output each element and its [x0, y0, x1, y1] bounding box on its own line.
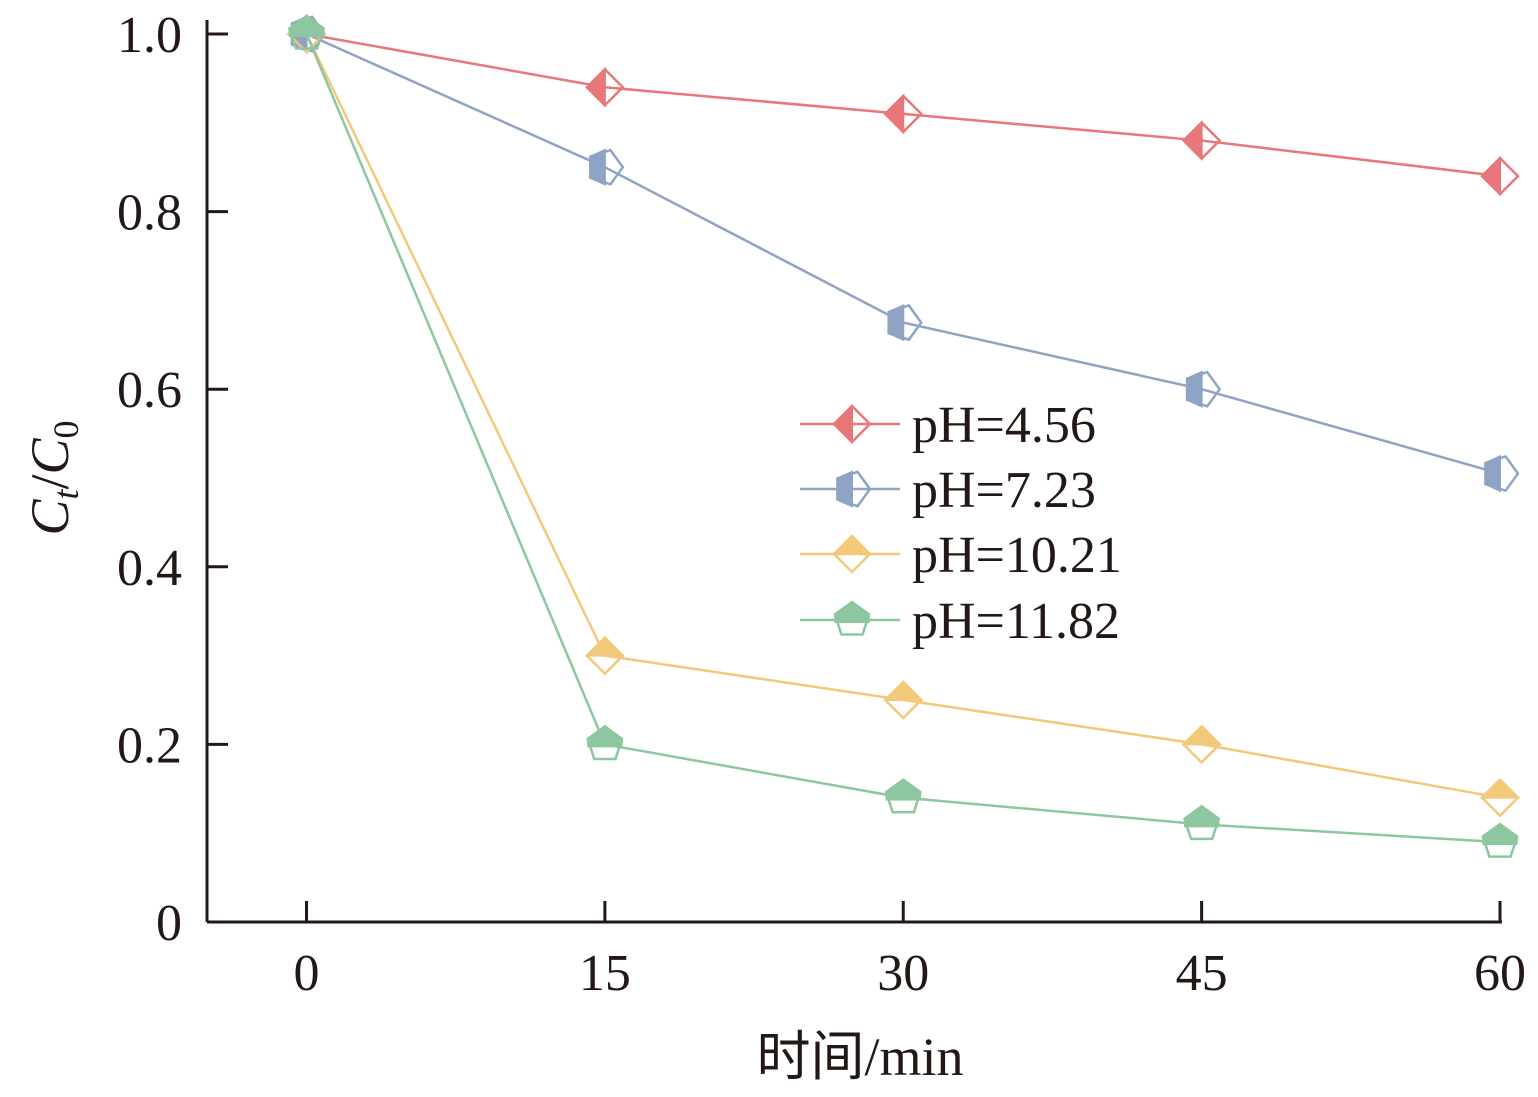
x-tick-label: 60	[1474, 945, 1526, 1002]
legend-item: pH=11.82	[800, 593, 1120, 650]
data-point	[836, 470, 872, 508]
y-tick-label: 1.0	[117, 7, 182, 64]
data-point	[1181, 120, 1222, 161]
data-point	[1479, 777, 1521, 818]
data-point	[585, 66, 625, 108]
data-point	[586, 724, 624, 761]
data-point	[1181, 724, 1223, 765]
data-point	[1484, 454, 1520, 493]
x-tick-label: 15	[579, 945, 631, 1002]
data-point	[887, 303, 923, 342]
series-3	[286, 14, 1521, 818]
data-point	[1480, 155, 1520, 197]
legend-label: pH=11.82	[912, 593, 1120, 650]
data-point	[584, 635, 626, 676]
legend-item: pH=4.56	[800, 397, 1096, 454]
y-tick-label: 0	[156, 895, 182, 952]
data-point	[884, 778, 922, 814]
data-point	[832, 403, 872, 445]
y-tick-label: 0.4	[117, 540, 182, 597]
series-1	[286, 13, 1520, 197]
data-point	[1481, 822, 1519, 858]
data-point	[287, 14, 326, 50]
x-axis-title: 时间/min	[756, 1027, 963, 1087]
legend-label: pH=10.21	[912, 527, 1122, 584]
series-layer	[286, 13, 1521, 858]
data-point	[589, 148, 625, 186]
legend: pH=4.56 pH=7.23 pH=10.21 pH=11.82	[800, 397, 1122, 650]
x-axis-ticks: 0 15 30 45 60	[294, 901, 1526, 1002]
y-tick-label: 0.8	[117, 185, 182, 242]
legend-item: pH=10.21	[800, 527, 1122, 584]
data-point	[1185, 370, 1222, 408]
data-point	[1183, 804, 1221, 841]
series-2	[290, 15, 1520, 493]
legend-item: pH=7.23	[800, 462, 1096, 519]
data-point	[831, 534, 873, 574]
y-axis-ticks: 0 0.2 0.4 0.6 0.8 1.0	[117, 7, 228, 952]
data-point	[833, 600, 871, 636]
x-tick-label: 30	[877, 945, 929, 1002]
y-axis-title: Ct/C0	[20, 420, 86, 535]
series-4	[287, 14, 1519, 858]
y-tick-label: 0.6	[117, 362, 182, 419]
data-point	[883, 93, 924, 135]
legend-label: pH=7.23	[912, 462, 1096, 519]
x-tick-label: 0	[294, 945, 320, 1002]
x-tick-label: 45	[1176, 945, 1228, 1002]
y-tick-label: 0.2	[117, 717, 182, 774]
legend-label: pH=4.56	[912, 397, 1096, 454]
data-point	[882, 680, 924, 720]
